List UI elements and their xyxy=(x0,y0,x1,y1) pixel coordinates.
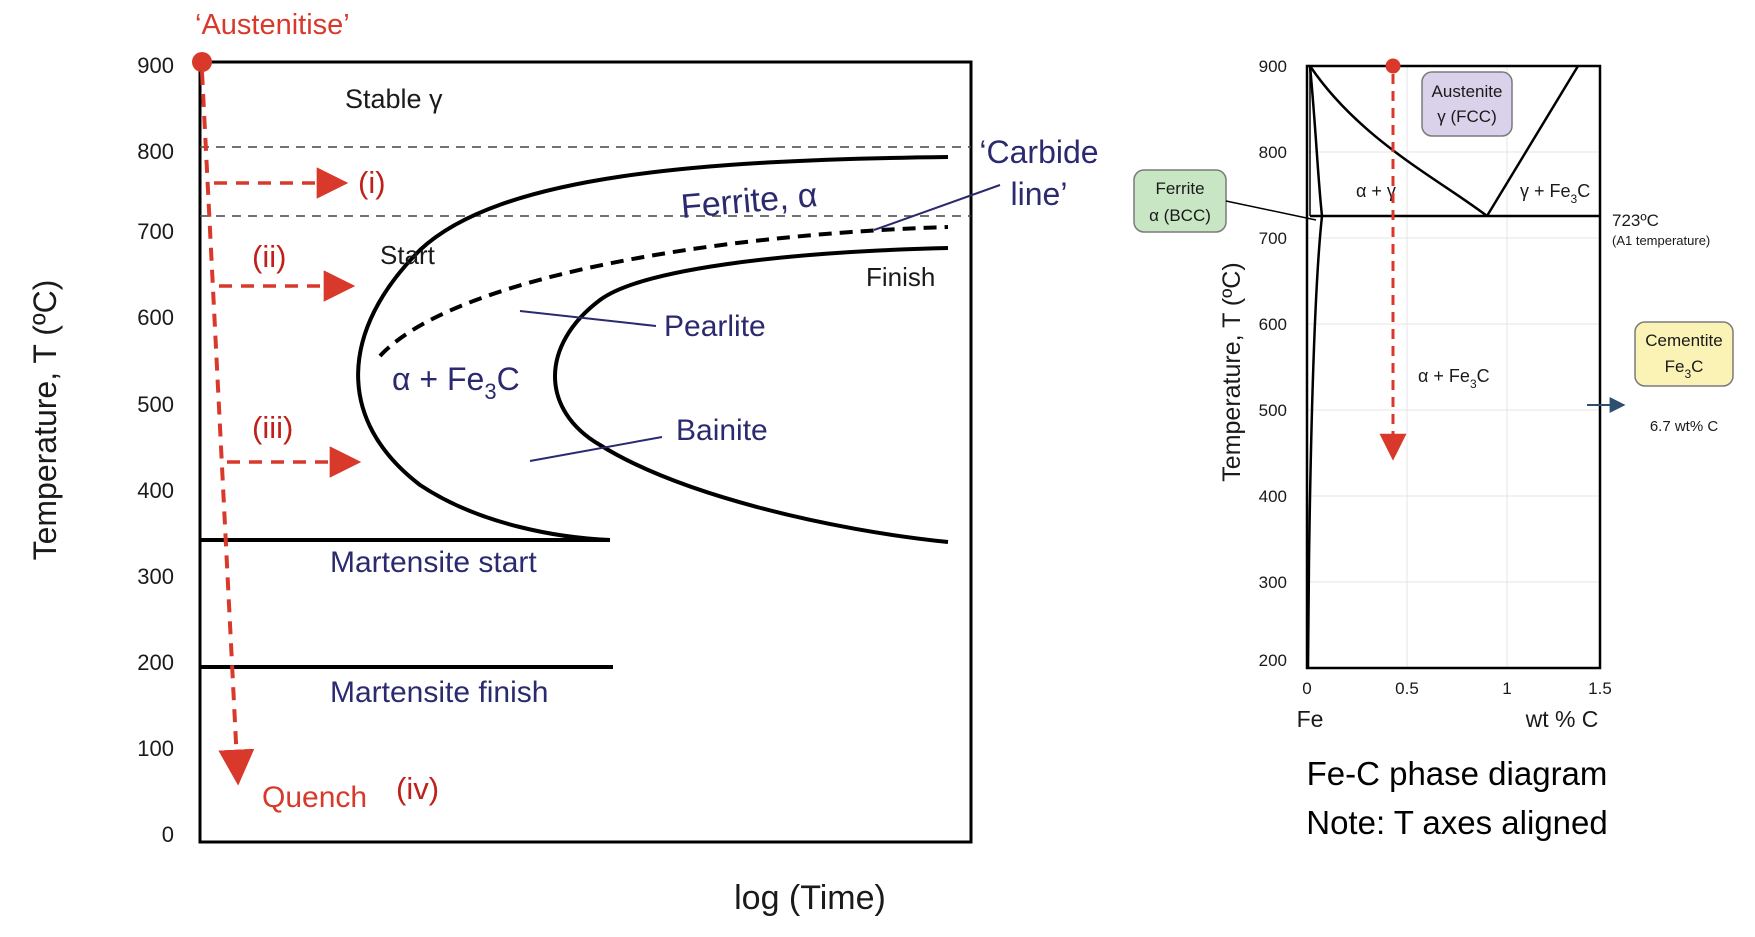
phase-x-fe-label: Fe xyxy=(1297,706,1324,732)
ferrite-label-1: Ferrite xyxy=(1155,179,1204,198)
phase-y-tick: 200 xyxy=(1259,651,1287,670)
phase-x-tick: 1.5 xyxy=(1588,679,1612,698)
phase-caption-1: Fe-C phase diagram xyxy=(1307,755,1608,792)
ttt-frame xyxy=(198,60,973,844)
ferrite-label: Ferrite, α xyxy=(679,176,819,226)
start-label: Start xyxy=(380,240,436,270)
path-iii-label: (iii) xyxy=(252,410,293,445)
phase-austenitise-point xyxy=(1385,58,1401,74)
phase-caption-2: Note: T axes aligned xyxy=(1306,804,1607,841)
ttt-y-tick: 600 xyxy=(137,305,174,330)
ttt-y-tick: 400 xyxy=(137,478,174,503)
austenite-label-1: Austenite xyxy=(1432,82,1503,101)
finish-curve xyxy=(553,246,949,544)
phase-x-tick: 1 xyxy=(1502,679,1511,698)
phase-y-axis-label: Temperature, T (ºC) xyxy=(1218,262,1246,481)
ttt-y-axis-label: Temperature, T (ºC) xyxy=(27,280,63,561)
phase-x-wt-label: wt % C xyxy=(1525,706,1599,732)
martensite-start-label: Martensite start xyxy=(330,546,537,579)
austenite-box xyxy=(1421,71,1513,137)
pearlite-label: Pearlite xyxy=(664,310,766,343)
ttt-y-tick: 200 xyxy=(137,650,174,675)
carbide-line-label-1: ‘Carbide xyxy=(979,134,1098,170)
ferrite-label-2: α (BCC) xyxy=(1149,206,1211,225)
start-curve xyxy=(356,155,949,542)
quench-label: Quench xyxy=(262,781,367,814)
ferrite-pointer xyxy=(1225,200,1317,221)
austenite-label-2: γ (FCC) xyxy=(1437,107,1496,126)
phase-y-tick: 800 xyxy=(1259,143,1287,162)
alpha-fe3c-label: α + Fe3C xyxy=(392,361,520,404)
ttt-y-tick: 0 xyxy=(162,822,174,847)
austenitise-point xyxy=(192,52,212,72)
phase-boundaries xyxy=(1306,65,1600,669)
phase-y-tick: 300 xyxy=(1259,573,1287,592)
phase-alpha-fe3c-label: α + Fe3C xyxy=(1418,366,1490,391)
ttt-y-tick: 800 xyxy=(137,139,174,164)
path-i-label: (i) xyxy=(358,165,386,200)
alpha-gamma-label: α + γ xyxy=(1356,181,1396,201)
phase-y-tick: 600 xyxy=(1259,315,1287,334)
phase-y-ticks: 900 800 700 600 500 400 300 200 xyxy=(1259,57,1287,670)
finish-label: Finish xyxy=(866,262,935,292)
a1-temp-label: 723ºC xyxy=(1612,211,1659,230)
gamma-fe3c-label: γ + Fe3C xyxy=(1520,181,1590,206)
acm-line xyxy=(1485,65,1580,217)
ttt-y-ticks: 900 800 700 600 500 400 300 200 100 0 xyxy=(137,53,174,847)
phase-y-tick: 500 xyxy=(1259,401,1287,420)
phase-y-tick: 700 xyxy=(1259,229,1287,248)
ttt-x-axis-label: log (Time) xyxy=(734,879,886,917)
cementite-label-1: Cementite xyxy=(1645,331,1722,350)
cementite-wt-label: 6.7 wt% C xyxy=(1650,418,1719,435)
bainite-label: Bainite xyxy=(676,414,768,447)
phase-diagram: 900 800 700 600 500 400 300 200 0 0.5 1 … xyxy=(1133,57,1734,841)
bainite-leader xyxy=(529,436,663,462)
ttt-y-tick: 300 xyxy=(137,564,174,589)
phase-x-tick: 0 xyxy=(1302,679,1311,698)
phase-y-tick: 400 xyxy=(1259,487,1287,506)
phase-y-tick: 900 xyxy=(1259,57,1287,76)
cementite-label-2: Fe3C xyxy=(1665,357,1704,381)
a3-line xyxy=(1308,65,1488,217)
a1-caption-label: (A1 temperature) xyxy=(1612,233,1710,248)
solvus-line xyxy=(1306,215,1324,669)
ttt-diagram: 900 800 700 600 500 400 300 200 100 0 Te… xyxy=(27,9,1099,917)
cementite-box xyxy=(1634,321,1734,387)
pearlite-leader xyxy=(519,310,657,327)
ttt-y-tick: 700 xyxy=(137,219,174,244)
phase-gridlines xyxy=(1307,66,1600,668)
ttt-y-tick: 900 xyxy=(137,53,174,78)
a3-line-left xyxy=(1308,65,1324,217)
path-iv-label: (iv) xyxy=(396,771,439,806)
ttt-y-tick: 100 xyxy=(137,736,174,761)
austenitise-label: ‘Austenitise’ xyxy=(195,9,350,41)
path-ii-label: (ii) xyxy=(252,239,286,274)
quench-path xyxy=(200,71,255,786)
martensite-finish-label: Martensite finish xyxy=(330,676,548,709)
phase-frame xyxy=(1305,64,1602,670)
phase-x-ticks: 0 0.5 1 1.5 xyxy=(1302,679,1612,698)
carbide-line-label-2: line’ xyxy=(1011,176,1068,212)
carbide-curve xyxy=(378,225,949,358)
ttt-y-tick: 500 xyxy=(137,392,174,417)
phase-x-tick: 0.5 xyxy=(1395,679,1419,698)
carbide-leader xyxy=(873,184,1001,231)
stable-gamma-label: Stable γ xyxy=(345,84,443,114)
